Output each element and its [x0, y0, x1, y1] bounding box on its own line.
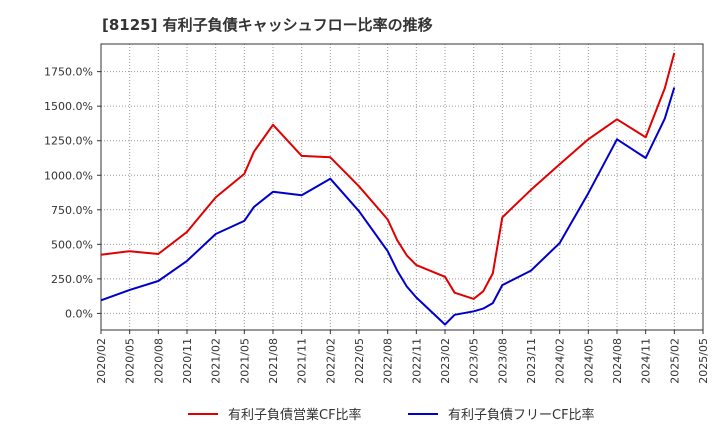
x-tick-label: 2024/05 [582, 338, 595, 384]
y-tick-label: 1750.0% [44, 66, 93, 79]
x-tick-label: 2020/02 [95, 338, 108, 384]
x-tick-label: 2021/08 [267, 338, 280, 384]
x-tick-label: 2025/05 [697, 338, 710, 384]
y-tick-label: 1500.0% [44, 100, 93, 113]
y-tick-label: 1000.0% [44, 169, 93, 182]
y-tick-label: 0.0% [65, 307, 93, 320]
y-tick-label: 500.0% [51, 238, 93, 251]
x-tick-label: 2023/05 [468, 338, 481, 384]
x-tick-label: 2023/08 [496, 338, 509, 384]
x-tick-label: 2022/02 [324, 338, 337, 384]
legend-swatch-red [188, 412, 218, 415]
x-tick-label: 2024/02 [554, 338, 567, 384]
legend-item-operating-cf: 有利子負債営業CF比率 [188, 404, 362, 423]
y-tick-label: 250.0% [51, 273, 93, 286]
y-tick-label: 1250.0% [44, 135, 93, 148]
x-tick-label: 2020/11 [181, 338, 194, 384]
plot-frame [100, 43, 704, 331]
x-tick-label: 2022/05 [353, 338, 366, 384]
legend: 有利子負債営業CF比率 有利子負債フリーCF比率 [0, 404, 720, 426]
x-tick-label: 2021/02 [210, 338, 223, 384]
x-tick-label: 2023/02 [439, 338, 452, 384]
x-tick-label: 2021/05 [238, 338, 251, 384]
series-line-1 [100, 52, 676, 300]
legend-label: 有利子負債営業CF比率 [228, 408, 362, 423]
x-tick-label: 2024/11 [640, 338, 653, 384]
x-tick-label: 2022/08 [382, 338, 395, 384]
legend-item-free-cf: 有利子負債フリーCF比率 [408, 404, 595, 423]
x-tick-label: 2020/05 [124, 338, 137, 384]
series-line-2 [100, 87, 676, 326]
legend-label: 有利子負債フリーCF比率 [448, 408, 595, 423]
x-tick-label: 2023/11 [525, 338, 538, 384]
x-tick-label: 2021/11 [296, 338, 309, 384]
x-tick-label: 2024/08 [611, 338, 624, 384]
x-tick-label: 2025/02 [668, 338, 681, 384]
x-tick-label: 2020/08 [152, 338, 165, 384]
y-tick-label: 750.0% [51, 204, 93, 217]
x-tick-label: 2022/11 [410, 338, 423, 384]
chart-title: [8125] 有利子負債キャッシュフロー比率の推移 [102, 16, 433, 34]
legend-swatch-blue [408, 412, 438, 415]
